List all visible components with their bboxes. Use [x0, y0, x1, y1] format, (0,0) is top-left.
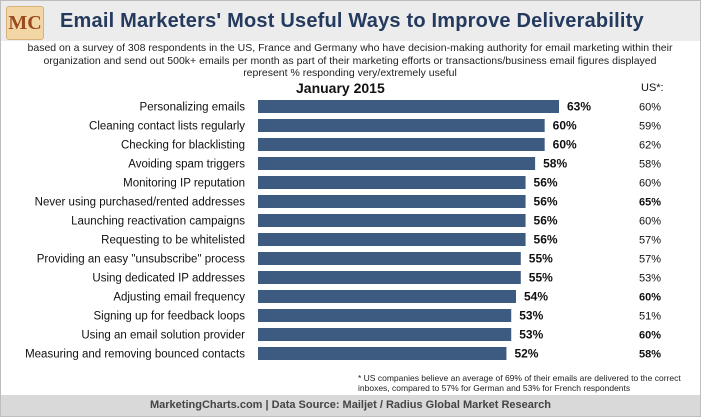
category-label: Checking for blacklisting: [121, 140, 245, 152]
bar-value-label: 60%: [553, 119, 577, 133]
bar: [258, 290, 516, 303]
bar-value-label: 60%: [553, 138, 577, 152]
bar: [258, 252, 521, 265]
header-bar: [1, 1, 700, 41]
category-label: Adjusting email frequency: [113, 292, 245, 304]
us-value-label: 60%: [639, 330, 661, 342]
marketingcharts-logo: MC: [6, 6, 44, 40]
category-label: Cleaning contact lists regularly: [89, 121, 245, 133]
bar: [258, 347, 507, 360]
bar: [258, 157, 536, 170]
bar-value-label: 53%: [519, 309, 543, 323]
bar: [258, 119, 545, 132]
us-value-label: 60%: [639, 178, 661, 190]
bar-value-label: 54%: [524, 290, 548, 304]
footnote: * US companies believe an average of 69%…: [358, 373, 681, 393]
us-value-label: 60%: [639, 102, 661, 114]
us-value-label: 57%: [639, 254, 661, 266]
bar-value-label: 55%: [529, 271, 553, 285]
us-value-label: 53%: [639, 273, 661, 285]
us-value-label: 60%: [639, 216, 661, 228]
us-column-header: US*:: [641, 82, 664, 94]
bar-value-label: 56%: [534, 214, 558, 228]
bar: [258, 214, 526, 227]
category-label: Requesting to be whitelisted: [101, 235, 245, 247]
us-value-label: 65%: [639, 197, 661, 209]
us-value-label: 58%: [639, 159, 661, 171]
bar-value-label: 52%: [514, 347, 538, 361]
bar: [258, 176, 526, 189]
category-label: Personalizing emails: [140, 102, 246, 114]
category-label: Signing up for feedback loops: [93, 311, 245, 323]
us-value-label: 59%: [639, 121, 661, 133]
category-label: Providing an easy "unsubscribe" process: [37, 254, 245, 266]
bar: [258, 309, 512, 322]
bar-value-label: 56%: [534, 176, 558, 190]
category-label: Using dedicated IP addresses: [92, 273, 245, 285]
data-source: MarketingCharts.com | Data Source: Mailj…: [149, 399, 552, 411]
chart-subtitle: based on a survey of 308 respondents in …: [27, 42, 673, 79]
category-label: Measuring and removing bounced contacts: [25, 349, 245, 361]
category-label: Using an email solution provider: [81, 330, 245, 342]
category-label: Monitoring IP reputation: [123, 178, 245, 190]
bar: [258, 328, 512, 341]
bar-value-label: 63%: [567, 100, 591, 114]
bar-value-label: 55%: [529, 252, 553, 266]
category-label: Never using purchased/rented addresses: [35, 197, 246, 209]
bar: [258, 233, 526, 246]
us-value-label: 62%: [639, 140, 661, 152]
us-value-label: 58%: [639, 349, 661, 361]
us-value-label: 60%: [639, 292, 661, 304]
category-label: Launching reactivation campaigns: [71, 216, 245, 228]
bar-value-label: 56%: [534, 195, 558, 209]
chart-period: January 2015: [296, 80, 385, 96]
bar: [258, 138, 545, 151]
bar: [258, 271, 521, 284]
us-value-label: 51%: [639, 311, 661, 323]
category-label: Avoiding spam triggers: [128, 159, 245, 171]
bar-value-label: 56%: [534, 233, 558, 247]
source-bar: MarketingCharts.com | Data Source: Mailj…: [1, 395, 700, 416]
bar: [258, 100, 559, 113]
bar-value-label: 53%: [519, 328, 543, 342]
bar: [258, 195, 526, 208]
chart-title: Email Marketers' Most Useful Ways to Imp…: [60, 10, 644, 32]
us-value-label: 57%: [639, 235, 661, 247]
bar-value-label: 58%: [543, 157, 567, 171]
